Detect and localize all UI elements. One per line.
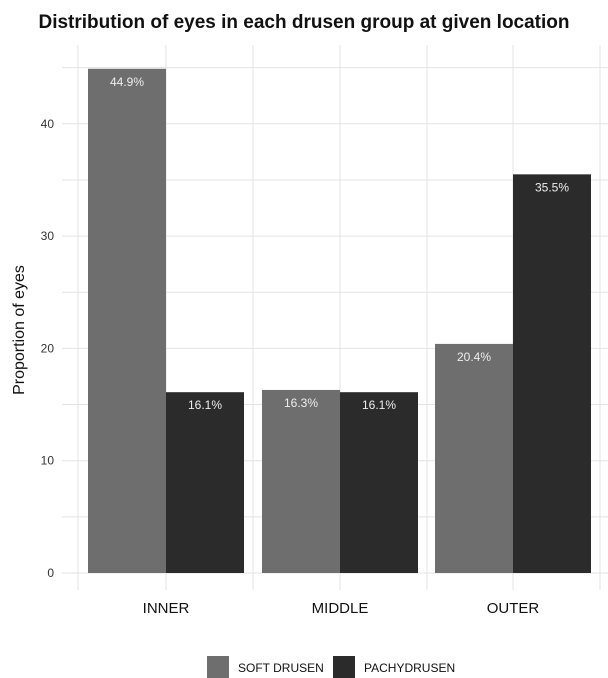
legend-swatch-pachydrusen [333, 656, 355, 678]
data-label: 16.3% [284, 396, 318, 410]
legend-label-pachydrusen: PACHYDRUSEN [364, 661, 455, 675]
x-tick-label: OUTER [487, 600, 540, 617]
data-label: 16.1% [362, 398, 396, 412]
y-axis-ticks: 0 10 20 30 40 [41, 117, 55, 580]
bar-soft-drusen-outer [435, 343, 513, 573]
chart-title: Distribution of eyes in each drusen grou… [38, 12, 569, 33]
legend-label-soft-drusen: SOFT DRUSEN [238, 661, 324, 675]
y-tick-label: 30 [41, 229, 55, 243]
bar-pachydrusen-outer [513, 174, 591, 573]
legend: SOFT DRUSEN PACHYDRUSEN [207, 656, 455, 678]
x-tick-label: INNER [143, 600, 190, 617]
data-label: 16.1% [188, 398, 222, 412]
data-label: 35.5% [535, 180, 569, 194]
y-axis-label: Proportion of eyes [11, 265, 28, 395]
y-tick-label: 0 [47, 566, 54, 580]
data-label: 44.9% [110, 75, 144, 89]
x-axis-ticks: INNER MIDDLE OUTER [143, 600, 540, 617]
legend-swatch-soft-drusen [207, 656, 229, 678]
bar-pachydrusen-inner [166, 392, 244, 573]
data-label: 20.4% [457, 350, 491, 364]
bar-soft-drusen-middle [262, 389, 340, 573]
y-tick-label: 20 [41, 341, 55, 355]
y-tick-label: 40 [41, 117, 55, 131]
x-tick-label: MIDDLE [312, 600, 369, 617]
data-labels: 44.9% 16.1% 16.3% 16.1% 20.4% 35.5% [110, 75, 569, 412]
bar-pachydrusen-middle [340, 392, 418, 573]
y-tick-label: 10 [41, 454, 55, 468]
bars [88, 68, 591, 573]
bar-soft-drusen-inner [88, 68, 166, 573]
